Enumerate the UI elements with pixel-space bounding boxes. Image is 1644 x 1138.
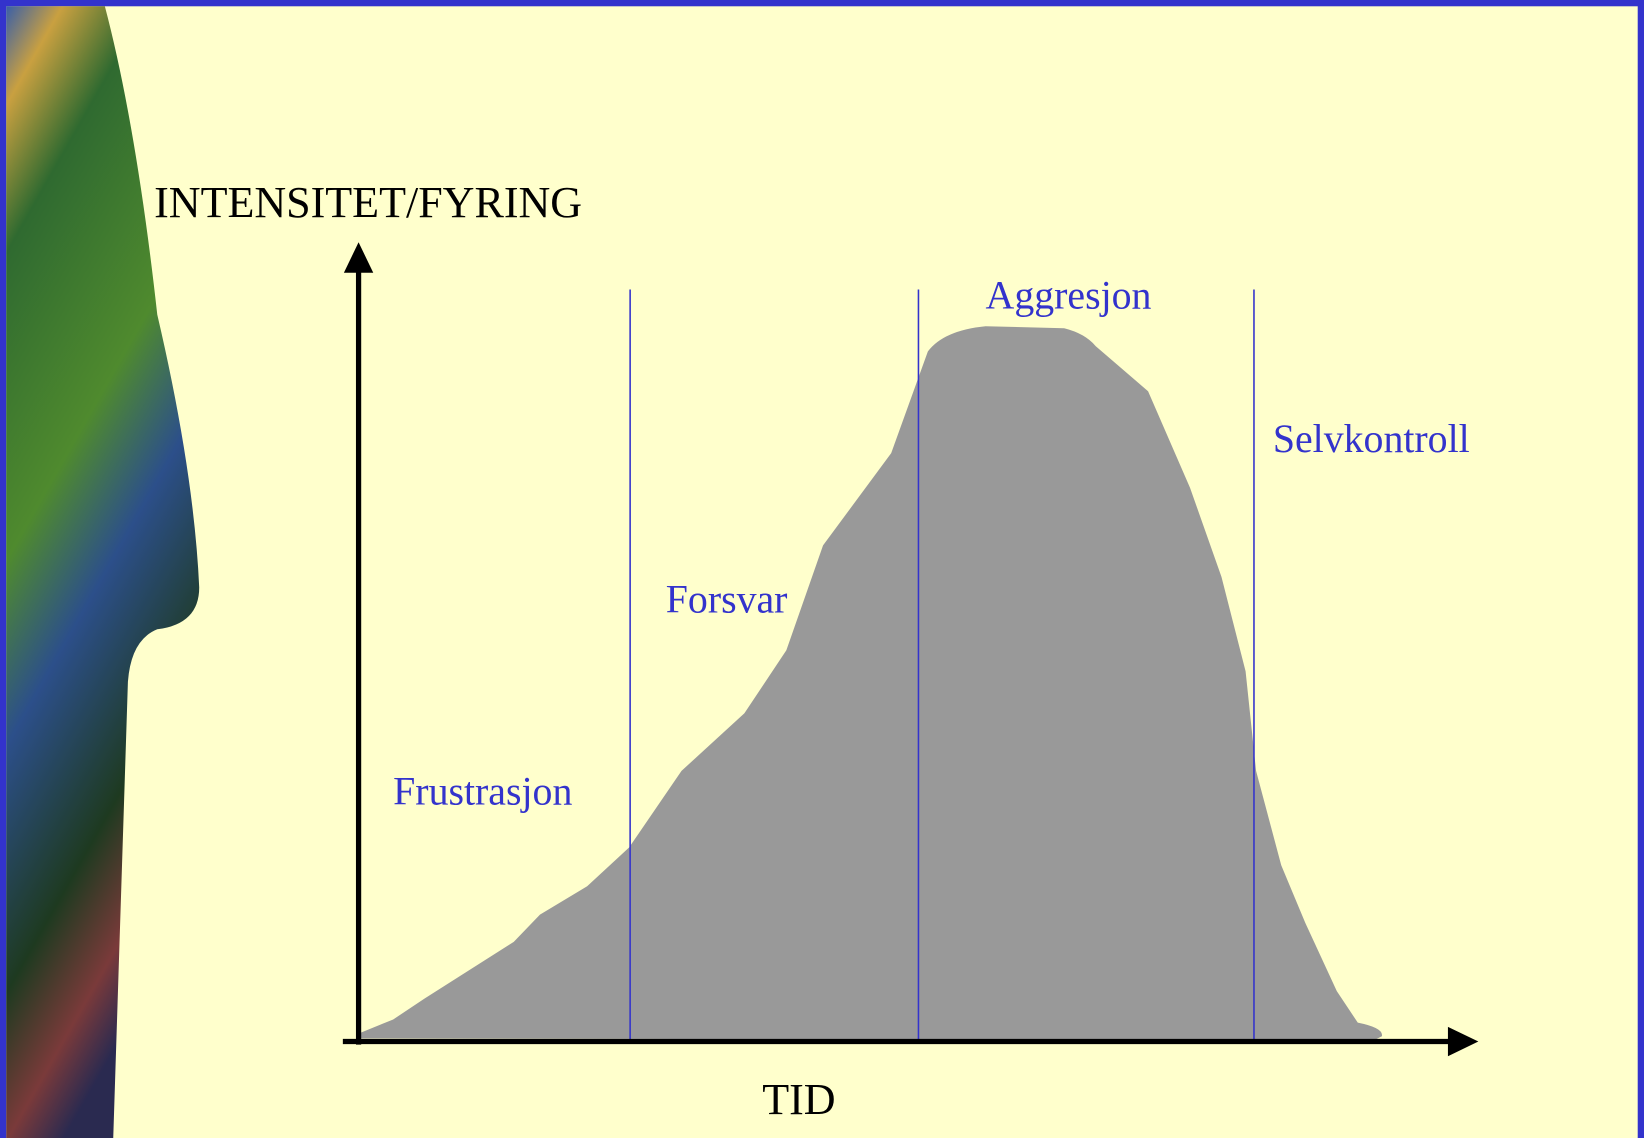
y-axis-arrow <box>343 242 374 273</box>
decorative-strip <box>6 6 200 1138</box>
phase-label: Forsvar <box>666 577 788 622</box>
x-axis-label: TID <box>762 1075 835 1124</box>
phase-label: Aggresjon <box>986 272 1152 317</box>
x-axis-arrow <box>1447 1026 1479 1057</box>
phase-label: Frustrasjon <box>393 768 572 813</box>
y-axis-label: INTENSITET/FYRING <box>154 178 582 227</box>
phase-label: Selvkontroll <box>1273 416 1470 461</box>
intensity-curve <box>359 326 1383 1041</box>
phase-dividers <box>629 289 1255 1044</box>
